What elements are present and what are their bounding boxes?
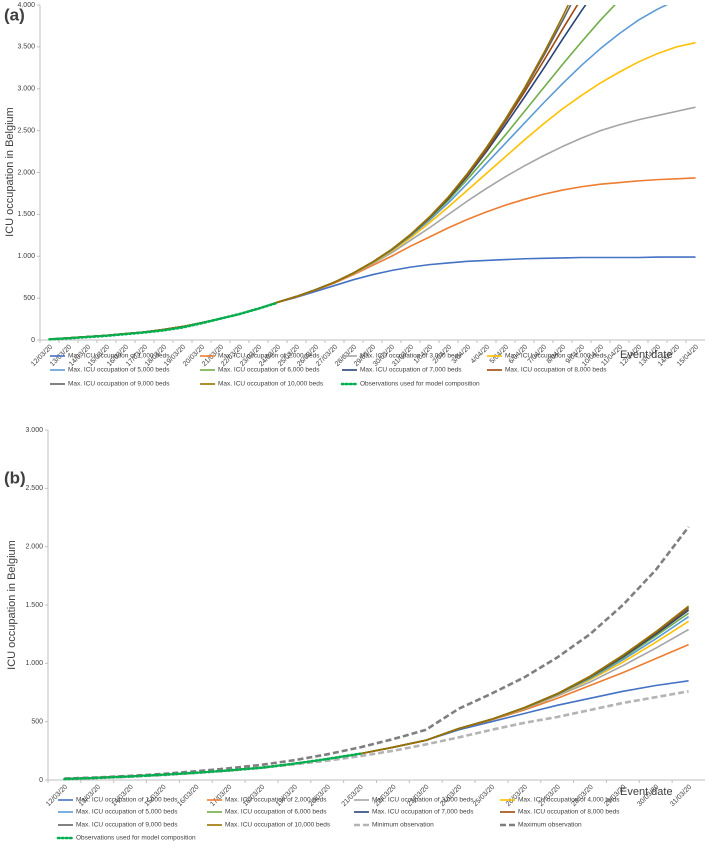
y-tick-label: 2.500 (25, 485, 43, 492)
legend-label: Max. ICU occupation of 10,000 beds (225, 822, 331, 829)
legend-label: Max. ICU occupation of 2,000 beds (225, 797, 327, 804)
y-tick-label: 2.500 (17, 127, 35, 134)
series-line (64, 605, 690, 780)
legend-label: Max. ICU occupation of 7,000 beds (360, 367, 462, 374)
legend-label: Observations used for model composition (360, 381, 480, 388)
y-tick-label: 3.000 (25, 427, 43, 434)
x-tick-label: 31/03/20 (669, 784, 693, 808)
x-tick-label: 16/03/20 (176, 784, 200, 808)
legend-label: Max. ICU occupation of 6,000 beds (218, 367, 320, 374)
legend-label: Observations used for model composition (76, 835, 196, 842)
series-line (49, 5, 668, 340)
x-tick-label: 25/03/20 (472, 784, 496, 808)
x-tick-label: 12/03/20 (45, 784, 69, 808)
legend-label: Minimum observation (372, 822, 434, 829)
y-tick-label: 3.500 (17, 44, 35, 51)
panel-label: (a) (4, 5, 25, 24)
series-line (64, 612, 690, 780)
legend-label: Max. ICU occupation of 4,000 beds (505, 353, 607, 360)
y-tick-label: 500 (31, 719, 43, 726)
legend-label: Max. ICU occupation of 9,000 beds (76, 822, 178, 829)
y-tick-label: 4.000 (17, 2, 35, 9)
legend-label: Max. ICU occupation of 3,000 beds (360, 353, 462, 360)
series-line (64, 526, 690, 780)
y-tick-label: 1.500 (25, 602, 43, 609)
series-line (48, 301, 279, 341)
series-line (64, 620, 690, 780)
legend-label: Maximum observation (518, 822, 582, 829)
x-axis-label: Event date (620, 349, 673, 361)
y-tick-label: 1.000 (17, 253, 35, 260)
legend-label: Max. ICU occupation of 5,000 beds (68, 367, 170, 374)
series-line (64, 628, 689, 780)
x-axis-label: Event date (620, 786, 673, 798)
series-line (49, 106, 696, 340)
series-line (63, 752, 362, 781)
series-line (64, 690, 689, 781)
y-tick-label: 3.000 (17, 86, 35, 93)
legend-label: Max. ICU occupation of 2,000 beds (218, 353, 320, 360)
y-tick-label: 2.000 (17, 169, 35, 176)
plot-area (48, 5, 696, 341)
series-line (49, 256, 696, 340)
legend-label: Max. ICU occupation of 6,000 beds (225, 809, 327, 816)
y-tick-label: 1.000 (25, 660, 43, 667)
y-tick-label: 2.000 (25, 544, 43, 551)
series-line (49, 41, 696, 340)
y-tick-label: 1.500 (17, 211, 35, 218)
legend-label: Max. ICU occupation of 1,000 beds (76, 797, 178, 804)
legend-label: Max. ICU occupation of 8,000 beds (505, 367, 607, 374)
legend-label: Max. ICU occupation of 7,000 beds (372, 809, 474, 816)
panel-label: (b) (4, 468, 26, 487)
legend-label: Max. ICU occupation of 4,000 beds (518, 797, 620, 804)
x-tick-label: 21/03/20 (341, 784, 365, 808)
legend-label: Max. ICU occupation of 8,000 beds (518, 809, 620, 816)
series-line (64, 643, 689, 780)
legend-label: Max. ICU occupation of 3,000 beds (372, 797, 474, 804)
y-tick-label: 500 (23, 295, 35, 302)
y-tick-label: 0 (39, 777, 43, 784)
y-axis-label: ICU occupation in Belgium (4, 107, 16, 237)
series-line (64, 607, 690, 780)
y-tick-label: 0 (31, 337, 35, 344)
series-line (64, 609, 690, 780)
legend-label: Max. ICU occupation of 5,000 beds (76, 809, 178, 816)
legend-label: Max. ICU occupation of 1,000 beds (68, 353, 170, 360)
y-axis-label: ICU occupation in Belgium (6, 540, 18, 670)
legend-label: Max. ICU occupation of 9,000 beds (68, 381, 170, 388)
legend-label: Max. ICU occupation of 10,000 beds (218, 381, 324, 388)
series-line (49, 177, 696, 340)
series-line (64, 680, 689, 780)
series-line (64, 606, 690, 780)
plot-area (63, 526, 690, 781)
x-tick-label: 4/04/20 (470, 344, 492, 366)
